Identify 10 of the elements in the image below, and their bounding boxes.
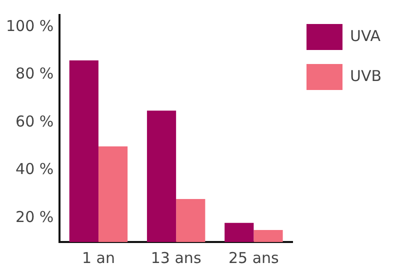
legend-label: UVA (350, 26, 382, 45)
y-tick-label: 60 % (16, 112, 54, 130)
y-tick-label: 100 % (6, 16, 54, 35)
x-tick-label: 25 ans (228, 248, 280, 267)
y-tick-label: 40 % (16, 160, 54, 178)
x-tick-label: 1 an (82, 248, 115, 267)
y-tick-label: 20 % (16, 208, 54, 226)
legend-label: UVB (350, 66, 382, 85)
x-tick-label: 13 ans (150, 248, 202, 267)
y-tick-label: 80 % (16, 64, 54, 83)
